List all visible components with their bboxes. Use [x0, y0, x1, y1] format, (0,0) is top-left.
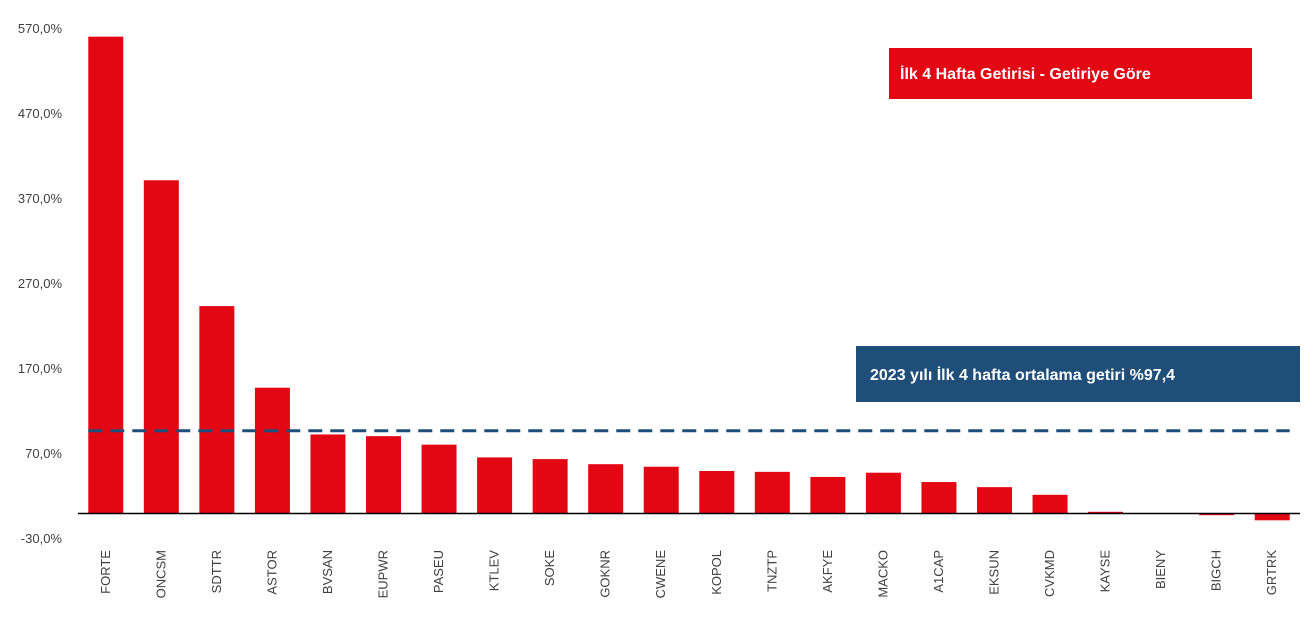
x-tick-label: FORTE — [98, 550, 113, 594]
average-box-background — [856, 346, 1300, 402]
bar-soke — [532, 459, 568, 514]
x-tick-label: KTLEV — [487, 550, 502, 592]
average-box: 2023 yılı İlk 4 hafta ortalama getiri %9… — [856, 346, 1300, 402]
bar-grtrk — [1254, 513, 1290, 521]
y-tick-label: -30,0% — [21, 531, 63, 546]
bar-bvsan — [310, 434, 346, 514]
x-tick-label: EUPWR — [376, 550, 391, 598]
x-tick-label: EKSUN — [987, 550, 1002, 595]
x-tick-label: SOKE — [542, 550, 557, 586]
y-tick-label: 70,0% — [25, 446, 62, 461]
bar-sdttr — [199, 306, 235, 514]
x-tick-label: CWENE — [653, 550, 668, 599]
bar-macko — [865, 472, 901, 514]
bar-a1cap — [921, 482, 957, 514]
title-box-text: İlk 4 Hafta Getirisi - Getiriye Göre — [900, 65, 1151, 83]
y-tick-label: 170,0% — [18, 361, 63, 376]
x-tick-label: BVSAN — [320, 550, 335, 594]
x-tick-label: PASEU — [431, 550, 446, 593]
x-tick-label: BIENY — [1153, 550, 1168, 589]
x-tick-label: SDTTR — [209, 550, 224, 593]
x-tick-label: ONCSM — [153, 550, 168, 598]
title-box: İlk 4 Hafta Getirisi - Getiriye Göre — [889, 48, 1252, 99]
bar-cwene — [643, 466, 679, 514]
bar-akfye — [810, 476, 846, 514]
bar-paseu — [421, 444, 457, 514]
x-tick-label: BIGCH — [1209, 550, 1224, 591]
x-tick-label: KOPOL — [709, 550, 724, 595]
x-tick-label: CVKMD — [1042, 550, 1057, 597]
bar-eksun — [977, 487, 1012, 514]
bar-goknr — [588, 464, 624, 514]
average-box-text: 2023 yılı İlk 4 hafta ortalama getiri %9… — [870, 366, 1175, 384]
x-tick-label: TNZTP — [764, 550, 779, 592]
x-tick-label: A1CAP — [931, 550, 946, 593]
y-axis-labels: -30,0% 70,0% 170,0% 270,0% 370,0% 470,0% 570,0… — [18, 21, 63, 546]
bar-eupwr — [366, 436, 401, 514]
title-box-background — [889, 48, 1252, 99]
x-tick-label: GRTRK — [1264, 550, 1279, 596]
y-tick-label: 370,0% — [18, 191, 63, 206]
bar-cvkmd — [1032, 494, 1068, 514]
bar-ktlev — [477, 457, 513, 514]
x-tick-label: AKFYE — [820, 550, 835, 593]
y-tick-label: 570,0% — [18, 21, 63, 36]
y-tick-label: 270,0% — [18, 276, 63, 291]
x-tick-label: KAYSE — [1098, 550, 1113, 593]
bar-oncsm — [143, 180, 179, 514]
bars — [88, 36, 1290, 521]
y-tick-label: 470,0% — [18, 106, 63, 121]
bar-astor — [254, 387, 290, 514]
bar-bigch — [1199, 513, 1235, 516]
x-axis-labels: FORTE ONCSM SDTTR ASTOR BVSAN EUPWR PASEU KTLEV… — [98, 550, 1279, 599]
bar-forte — [88, 36, 124, 514]
bar-tnztp — [754, 471, 790, 514]
x-tick-label: MACKO — [875, 550, 890, 598]
x-tick-label: ASTOR — [264, 550, 279, 595]
bar-kayse — [1088, 511, 1124, 514]
x-tick-label: GOKNR — [598, 550, 613, 598]
bar-kopol — [699, 471, 735, 514]
